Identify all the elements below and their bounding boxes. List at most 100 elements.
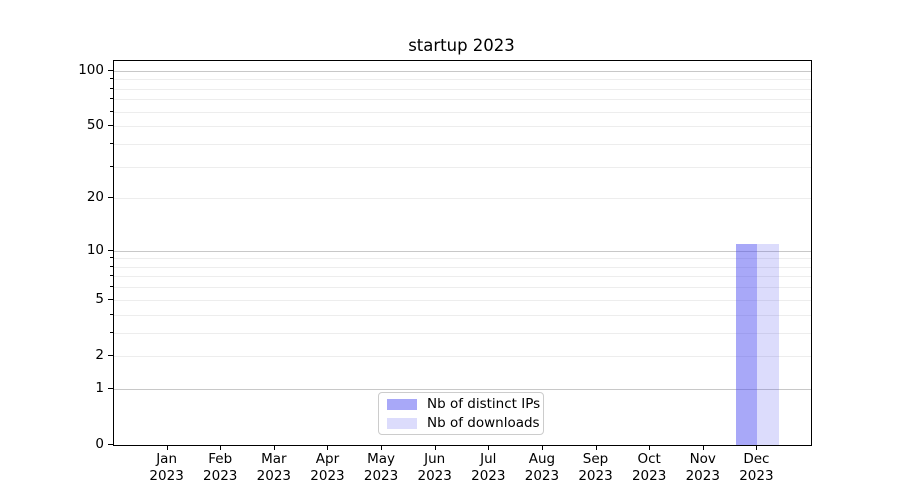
y-minor-tick-mark <box>110 87 113 89</box>
y-minor-tick-mark <box>110 98 113 100</box>
y-minor-tick-mark <box>110 110 113 112</box>
x-tick-month: Mar <box>261 451 287 467</box>
y-tick-label: 1 <box>95 379 104 396</box>
y-tick-mark <box>108 354 113 356</box>
legend-label-downloads: Nb of downloads <box>427 415 540 431</box>
y-gridline-minor <box>114 198 811 200</box>
x-tick-mark <box>488 445 490 450</box>
x-tick-mark <box>166 445 168 450</box>
bar-nb-of-distinct-ips <box>735 243 758 445</box>
x-tick-label: Jan 2023 <box>135 451 199 485</box>
x-tick-mark <box>434 445 436 450</box>
y-gridline-minor <box>114 355 811 357</box>
y-tick-label: 50 <box>86 117 104 134</box>
x-tick-mark <box>381 445 383 450</box>
x-tick-label: Dec 2023 <box>724 451 788 485</box>
y-tick-mark <box>108 444 113 445</box>
y-tick-label: 2 <box>95 346 104 363</box>
y-gridline-minor <box>114 266 811 268</box>
y-gridline-minor <box>114 111 811 113</box>
x-tick-year: 2023 <box>739 468 774 484</box>
y-gridline-minor <box>114 143 811 145</box>
x-tick-year: 2023 <box>471 468 506 484</box>
legend-row-downloads: Nb of downloads <box>379 415 543 431</box>
x-tick-label: Jun 2023 <box>403 451 467 485</box>
x-tick-mark <box>541 445 543 450</box>
x-tick-label: Sep 2023 <box>564 451 628 485</box>
y-minor-tick-mark <box>110 286 113 288</box>
legend-label-distinct-ips: Nb of distinct IPs <box>427 396 541 412</box>
x-tick-year: 2023 <box>417 468 452 484</box>
y-gridline-minor <box>114 166 811 168</box>
x-tick-mark <box>649 445 651 450</box>
x-tick-month: May <box>367 451 396 467</box>
y-gridline-minor <box>114 332 811 334</box>
y-gridline-minor <box>114 287 811 289</box>
x-tick-month: Nov <box>689 451 716 467</box>
x-tick-year: 2023 <box>363 468 399 484</box>
x-tick-year: 2023 <box>310 468 345 484</box>
x-tick-mark <box>702 445 704 450</box>
x-tick-mark <box>327 445 329 450</box>
x-tick-year: 2023 <box>203 468 238 484</box>
y-tick-mark <box>108 125 113 127</box>
legend-swatch-distinct-ips <box>387 398 417 410</box>
legend-swatch-downloads <box>387 417 417 429</box>
x-tick-label: Aug 2023 <box>510 451 574 485</box>
x-tick-year: 2023 <box>149 468 184 484</box>
y-tick-label: 0 <box>95 436 104 452</box>
y-minor-tick-mark <box>110 165 113 167</box>
y-gridline-major <box>114 388 811 390</box>
x-tick-month: Jul <box>480 451 497 467</box>
y-minor-tick-mark <box>110 78 113 80</box>
x-tick-year: 2023 <box>631 468 667 484</box>
x-tick-mark <box>273 445 275 450</box>
x-tick-label: Oct 2023 <box>617 451 681 485</box>
y-gridline-minor <box>114 258 811 260</box>
legend-row-distinct-ips: Nb of distinct IPs <box>379 396 543 412</box>
y-gridline-minor <box>114 88 811 90</box>
x-tick-label: Feb 2023 <box>188 451 252 485</box>
x-tick-mark <box>756 445 758 450</box>
y-gridline-minor <box>114 276 811 278</box>
x-tick-label: Jul 2023 <box>456 451 520 485</box>
x-tick-year: 2023 <box>578 468 613 484</box>
y-tick-mark <box>108 197 113 199</box>
y-tick-mark <box>108 298 113 300</box>
y-minor-tick-mark <box>110 275 113 277</box>
x-tick-label: Apr 2023 <box>295 451 359 485</box>
x-tick-month: Feb <box>208 451 233 467</box>
x-tick-mark <box>595 445 597 450</box>
x-tick-year: 2023 <box>685 468 720 484</box>
bar-nb-of-downloads <box>757 243 779 445</box>
x-tick-month: Apr <box>315 451 340 467</box>
y-tick-label: 20 <box>86 189 104 206</box>
y-minor-tick-mark <box>110 257 113 259</box>
y-tick-mark <box>108 249 113 251</box>
x-tick-year: 2023 <box>524 468 560 484</box>
y-minor-tick-mark <box>110 331 113 333</box>
y-tick-mark <box>108 69 113 71</box>
y-tick-label: 10 <box>86 241 104 258</box>
y-gridline-major <box>114 250 811 252</box>
x-tick-mark <box>220 445 222 450</box>
y-minor-tick-mark <box>110 265 113 267</box>
x-tick-year: 2023 <box>256 468 292 484</box>
y-tick-label: 100 <box>78 61 104 78</box>
y-tick-mark <box>108 387 113 389</box>
chart-title: startup 2023 <box>408 36 515 55</box>
x-tick-month: Oct <box>637 451 661 467</box>
y-gridline-minor <box>114 99 811 101</box>
y-gridline-minor <box>114 79 811 81</box>
y-minor-tick-mark <box>110 313 113 315</box>
x-tick-month: Dec <box>743 451 770 467</box>
x-tick-month: Sep <box>582 451 609 467</box>
x-tick-month: Jun <box>424 451 446 467</box>
y-gridline-minor <box>114 126 811 128</box>
x-tick-month: Aug <box>528 451 556 467</box>
y-gridline-major <box>114 70 811 72</box>
x-tick-label: May 2023 <box>349 451 413 485</box>
y-tick-label: 5 <box>95 290 104 307</box>
x-tick-label: Nov 2023 <box>671 451 735 485</box>
